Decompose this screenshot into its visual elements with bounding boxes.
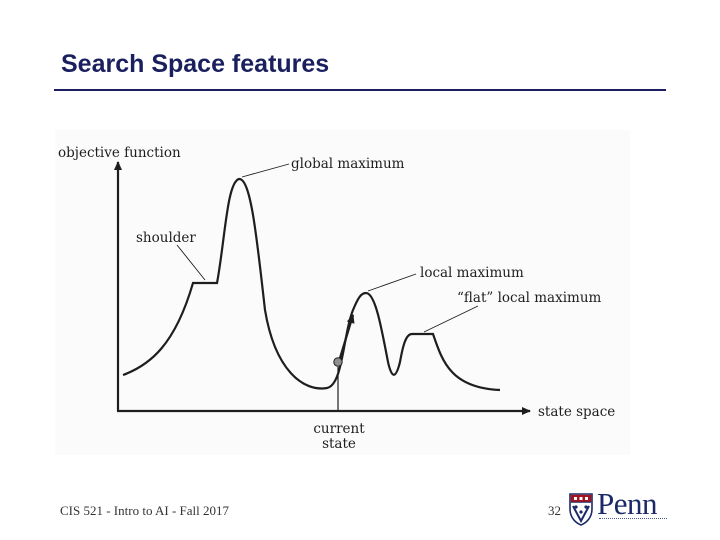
x-axis-label: state space xyxy=(538,404,615,420)
slide-title: Search Space features xyxy=(61,50,330,78)
uphill-direction-arrow xyxy=(338,314,355,359)
global-maximum-label: global maximum xyxy=(291,156,405,172)
landscape-svg: objective function global maximum should… xyxy=(58,145,615,452)
flat-local-maximum-label: “flat” local maximum xyxy=(457,290,602,306)
page-number: 32 xyxy=(548,503,561,518)
local-maximum-leader xyxy=(367,273,417,292)
y-axis-label: objective function xyxy=(58,145,181,161)
penn-shield-icon xyxy=(569,493,593,526)
shoulder-label: shoulder xyxy=(136,230,196,246)
penn-wordmark-subtitle xyxy=(599,518,667,523)
local-maximum-label: local maximum xyxy=(420,265,524,281)
penn-logo: Penn xyxy=(568,488,668,528)
current-state-label-line2: state xyxy=(322,436,356,452)
penn-wordmark: Penn xyxy=(597,486,658,521)
global-maximum-leader xyxy=(241,163,290,178)
title-divider xyxy=(54,89,666,91)
objective-landscape-curve xyxy=(122,177,501,392)
state-space-diagram: objective function global maximum should… xyxy=(55,130,630,455)
current-state-dot xyxy=(333,357,343,367)
flat-local-maximum-leader xyxy=(423,305,479,333)
current-state-label-line1: current xyxy=(313,421,365,437)
shoulder-leader xyxy=(176,244,206,281)
course-footer: CIS 521 - Intro to AI - Fall 2017 xyxy=(60,503,229,518)
